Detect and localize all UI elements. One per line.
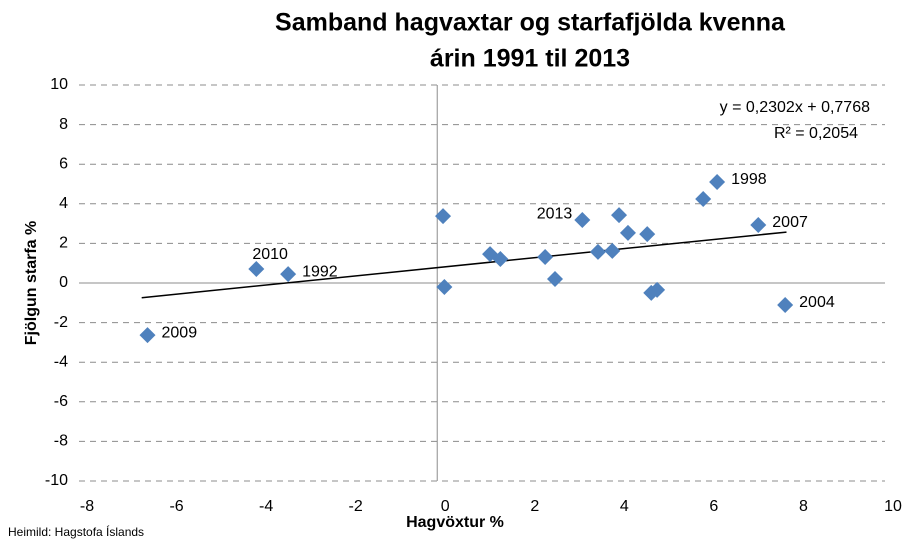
x-tick-label: 6 (709, 498, 718, 515)
x-tick-label: -8 (80, 498, 94, 515)
source-note: Heimild: Hagstofa Íslands (8, 524, 144, 539)
point-label: 2004 (799, 294, 835, 311)
x-tick-label: 0 (441, 498, 450, 515)
y-tick-label: 10 (50, 76, 68, 93)
marker (482, 246, 499, 263)
y-tick-label: 0 (59, 274, 68, 291)
trend-equation: y = 0,2302x + 0,7768 (720, 99, 870, 116)
y-tick-label: -2 (54, 314, 68, 331)
marker (546, 271, 563, 288)
point-label: 2007 (772, 214, 808, 231)
x-tick-label: 2 (530, 498, 539, 515)
x-tick-label: -2 (349, 498, 363, 515)
y-tick-label: 2 (59, 235, 68, 252)
chart-title: Samband hagvaxtar og starfafjölda kvenna (275, 9, 786, 37)
x-axis-title: Hagvöxtur % (406, 514, 504, 531)
marker (695, 191, 712, 208)
point-label: 1998 (731, 171, 767, 188)
y-tick-label: -6 (54, 393, 68, 410)
x-tick-label: -6 (169, 498, 183, 515)
marker (436, 278, 453, 295)
marker (248, 260, 265, 277)
point-label: 1992 (302, 263, 338, 280)
x-tick-label: 4 (620, 498, 629, 515)
y-tick-label: 4 (59, 195, 68, 212)
marker (750, 216, 767, 233)
x-tick-label: -4 (259, 498, 273, 515)
marker (604, 242, 621, 259)
chart-title: árin 1991 til 2013 (430, 45, 630, 73)
marker (280, 266, 297, 283)
y-axis-title: Fjölgun starfa % (23, 221, 40, 345)
marker (589, 243, 606, 260)
trend-r2: R² = 0,2054 (774, 125, 858, 142)
marker (611, 207, 628, 224)
marker (639, 226, 656, 243)
y-tick-label: -8 (54, 433, 68, 450)
x-tick-label: 8 (799, 498, 808, 515)
marker (649, 281, 666, 298)
marker (619, 224, 636, 241)
y-tick-label: -4 (54, 353, 68, 370)
marker (537, 249, 554, 266)
y-tick-label: -10 (45, 472, 68, 489)
marker (435, 208, 452, 225)
marker (139, 327, 156, 344)
marker (777, 296, 794, 313)
point-label: 2009 (162, 324, 198, 341)
y-tick-label: 8 (59, 116, 68, 133)
x-tick-label: 10 (884, 498, 902, 515)
marker (709, 174, 726, 191)
y-tick-label: 6 (59, 155, 68, 172)
point-label: 2013 (537, 205, 573, 222)
marker (574, 212, 591, 229)
trendline (141, 231, 787, 299)
point-label: 2010 (252, 246, 288, 263)
marker (492, 251, 509, 268)
